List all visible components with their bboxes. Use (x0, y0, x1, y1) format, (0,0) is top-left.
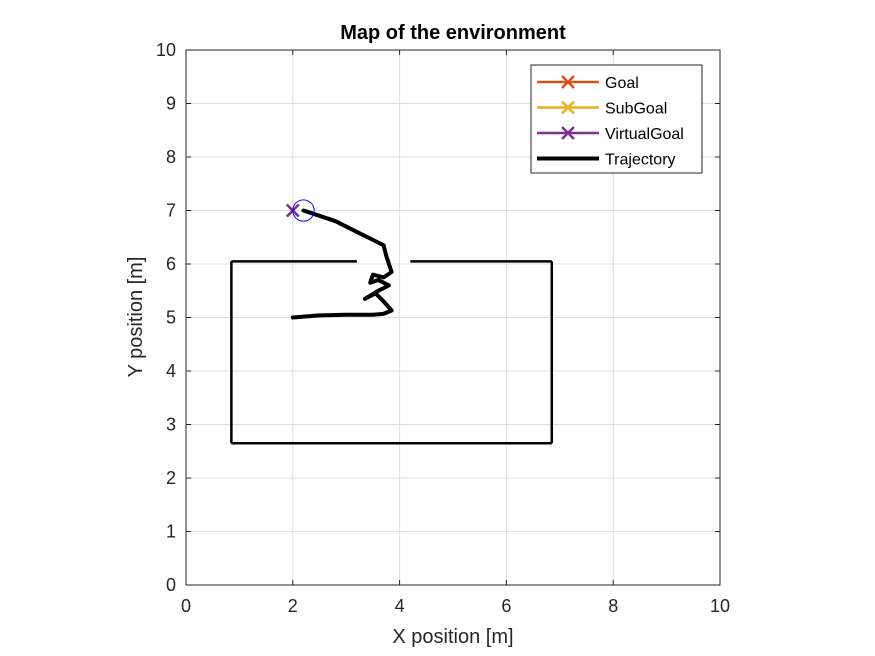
ticks: 0 2 4 6 8 10 0 1 2 3 4 5 6 7 8 9 10 (156, 40, 730, 616)
y-tick-label: 10 (156, 40, 176, 60)
legend: Goal SubGoal VirtualGoal Trajectory (530, 64, 703, 174)
legend-swatch-marker (561, 75, 575, 89)
legend-swatch-marker (561, 100, 575, 115)
legend-entry-trajectory: Trajectory (537, 152, 676, 169)
y-axis-label: Y position [m] (125, 257, 147, 378)
legend-label: Trajectory (605, 152, 676, 169)
y-tick-label: 8 (166, 147, 176, 167)
x-tick-label: 4 (395, 596, 405, 616)
x-tick-label: 0 (181, 596, 191, 616)
legend-swatch-marker (561, 126, 575, 140)
legend-entry-subgoal: SubGoal (537, 101, 667, 118)
legend-label: Goal (605, 75, 639, 92)
y-tick-label: 7 (166, 201, 176, 221)
legend-label: SubGoal (605, 101, 667, 118)
trajectory-line (290, 208, 394, 320)
legend-entry-virtualgoal: VirtualGoal (537, 126, 684, 143)
y-tick-label: 1 (166, 522, 176, 542)
y-tick-label: 6 (166, 254, 176, 274)
x-axis-label: X position [m] (392, 626, 513, 648)
y-tick-label: 9 (166, 94, 176, 114)
y-tick-label: 5 (166, 308, 176, 328)
legend-label: VirtualGoal (605, 126, 684, 143)
x-tick-label: 6 (501, 596, 511, 616)
chart-title: Map of the environment (340, 22, 566, 44)
x-tick-label: 10 (710, 596, 730, 616)
markers (285, 199, 315, 222)
y-tick-label: 4 (166, 361, 176, 381)
y-tick-label: 3 (166, 415, 176, 435)
legend-entry-goal: Goal (537, 75, 639, 92)
y-tick-label: 0 (166, 575, 176, 595)
x-tick-label: 8 (608, 596, 618, 616)
robot-circle (292, 199, 315, 222)
y-tick-label: 2 (166, 468, 176, 488)
walls (230, 260, 554, 445)
grid (185, 49, 721, 586)
trajectory (290, 208, 394, 320)
x-tick-label: 2 (288, 596, 298, 616)
